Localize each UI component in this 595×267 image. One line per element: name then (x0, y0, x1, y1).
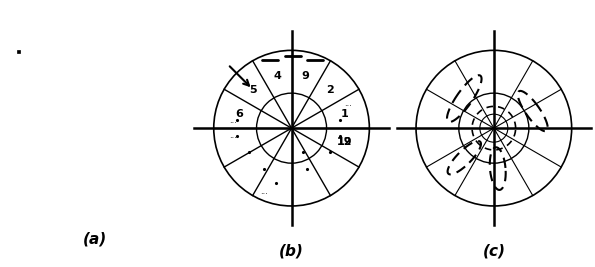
Bar (88, 44, 99, 55)
Text: ...: ... (344, 99, 352, 108)
Text: 9: 9 (302, 70, 309, 81)
Text: 6: 6 (235, 109, 243, 119)
Text: 19: 19 (336, 137, 352, 147)
Text: 12: 12 (336, 137, 352, 147)
Text: ...: ... (261, 187, 268, 197)
Text: ...: ... (229, 116, 237, 125)
Text: 4: 4 (274, 70, 281, 81)
Text: 5: 5 (249, 85, 257, 95)
Bar (17, 50, 20, 53)
Text: (c): (c) (483, 244, 505, 258)
Bar (13, 46, 24, 57)
Text: (b): (b) (279, 244, 304, 258)
Text: (a): (a) (83, 232, 107, 247)
Text: 1: 1 (340, 109, 348, 119)
Text: ...: ... (229, 131, 237, 140)
Text: 2: 2 (326, 85, 334, 95)
